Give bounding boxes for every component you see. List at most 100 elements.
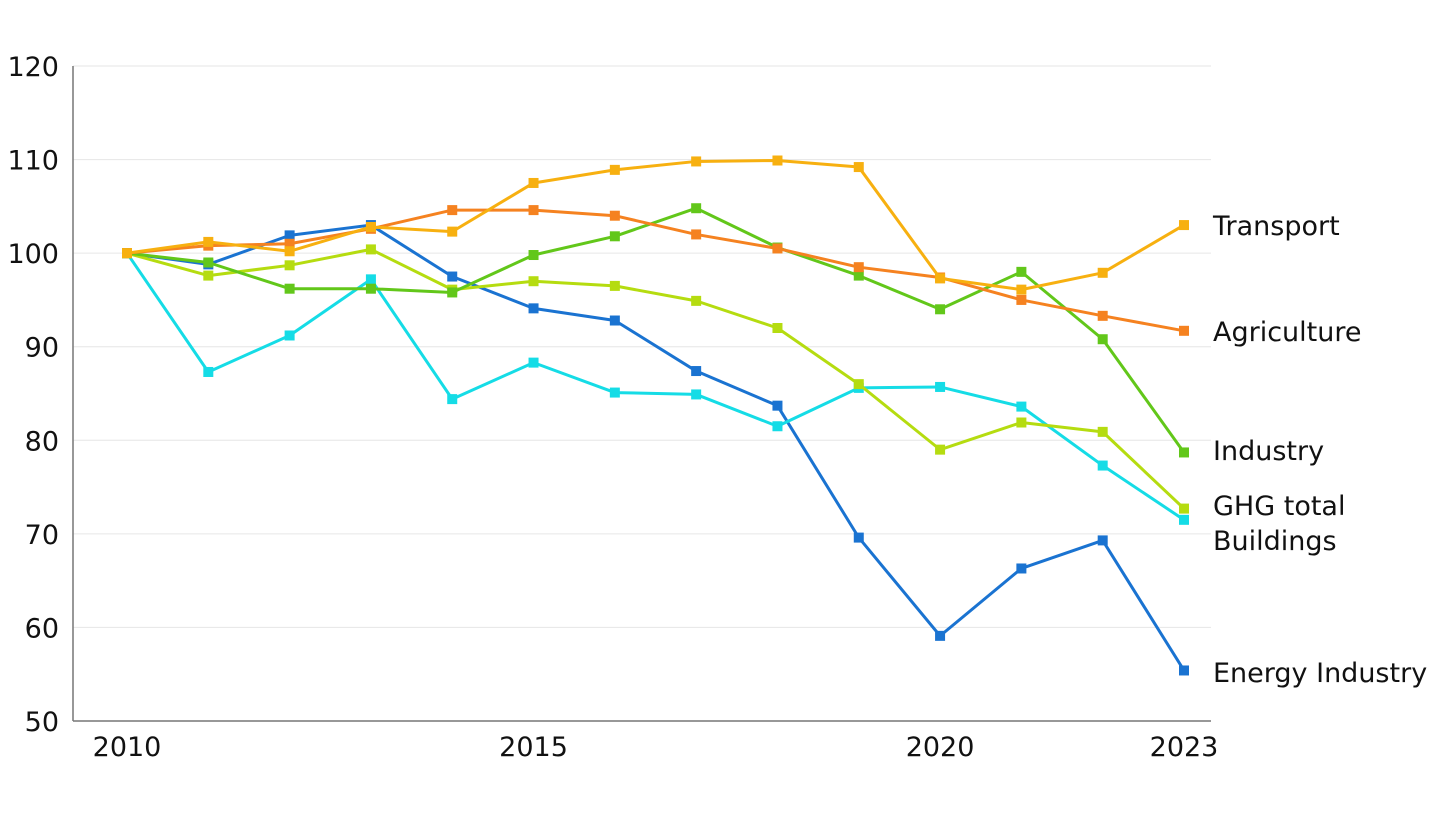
- data-point: [1097, 310, 1108, 321]
- data-point: [528, 250, 539, 261]
- axes: [72, 66, 1211, 722]
- series-agriculture: [122, 205, 1189, 336]
- data-point: [1016, 284, 1027, 295]
- data-point: [935, 273, 946, 284]
- data-point: [691, 389, 702, 400]
- x-tick-labels: 2010 2015 2020 2023: [93, 732, 1219, 763]
- data-point: [284, 238, 295, 249]
- x-tick-label: 2010: [93, 732, 162, 763]
- data-point: [609, 315, 620, 326]
- y-tick-label: 120: [7, 52, 59, 83]
- data-point: [772, 400, 783, 411]
- data-point: [528, 276, 539, 287]
- data-point: [1097, 426, 1108, 437]
- data-point: [1097, 267, 1108, 278]
- data-point: [691, 366, 702, 377]
- y-tick-labels: 50 60 70 80 90 100 110 120: [7, 52, 59, 738]
- data-point: [365, 274, 376, 285]
- series-label: Energy Industry: [1213, 658, 1427, 689]
- series-labels: Transport Agriculture Industry GHG total Bui…: [1212, 211, 1427, 689]
- data-point: [203, 236, 214, 247]
- y-tick-label: 100: [7, 239, 59, 270]
- data-point: [609, 231, 620, 242]
- series-label: Transport: [1212, 211, 1340, 242]
- x-tick-label: 2023: [1150, 732, 1219, 763]
- data-point: [772, 323, 783, 333]
- data-point: [284, 246, 295, 257]
- data-point: [853, 162, 864, 173]
- data-point: [772, 155, 783, 166]
- series-line: [125, 252, 1185, 522]
- series-line: [126, 223, 1186, 672]
- data-point: [609, 387, 620, 398]
- series-lines: [122, 155, 1189, 676]
- data-point: [284, 283, 295, 294]
- data-point: [691, 229, 702, 240]
- y-tick-label: 50: [25, 707, 59, 738]
- data-point: [528, 303, 539, 314]
- series-label: GHG total: [1213, 491, 1345, 522]
- data-point: [284, 230, 295, 241]
- data-point: [447, 226, 458, 237]
- data-point: [122, 248, 132, 259]
- data-point: [365, 283, 376, 294]
- data-point: [853, 532, 864, 543]
- series-label: Industry: [1213, 436, 1324, 467]
- data-point: [1179, 503, 1189, 514]
- data-point: [853, 379, 864, 390]
- y-tick-label: 60: [25, 613, 59, 644]
- data-point: [203, 366, 214, 377]
- data-point: [1097, 334, 1108, 345]
- data-point: [609, 280, 620, 291]
- series-line: [126, 247, 1186, 510]
- y-tick-label: 80: [25, 426, 59, 457]
- series-line: [126, 159, 1185, 292]
- data-point: [528, 177, 539, 188]
- series-industry: [122, 203, 1189, 458]
- series-label: Buildings: [1213, 526, 1337, 557]
- data-point: [935, 381, 946, 392]
- data-point: [1179, 325, 1189, 336]
- data-point: [365, 221, 376, 232]
- x-tick-label: 2015: [499, 732, 568, 763]
- data-point: [1179, 514, 1189, 525]
- data-point: [1016, 266, 1027, 277]
- data-point: [1016, 401, 1027, 412]
- x-tick-label: 2020: [906, 732, 975, 763]
- data-point: [447, 205, 458, 216]
- data-point: [447, 287, 458, 298]
- data-point: [1179, 447, 1189, 458]
- data-point: [853, 262, 864, 273]
- data-point: [609, 164, 620, 175]
- data-point: [691, 295, 702, 306]
- series-line: [126, 206, 1186, 454]
- data-point: [284, 330, 295, 341]
- series-buildings: [122, 248, 1189, 525]
- data-point: [1016, 563, 1027, 574]
- data-point: [935, 630, 946, 641]
- data-point: [284, 260, 295, 271]
- data-point: [1179, 665, 1189, 676]
- data-point: [691, 156, 702, 167]
- y-tick-label: 90: [25, 333, 59, 364]
- data-point: [365, 244, 376, 255]
- data-point: [447, 394, 458, 405]
- data-point: [528, 205, 539, 216]
- data-point: [1016, 294, 1027, 305]
- data-point: [772, 243, 783, 254]
- data-point: [1097, 535, 1108, 546]
- series-transport: [122, 155, 1189, 295]
- data-point: [528, 357, 539, 368]
- data-point: [447, 271, 458, 282]
- data-point: [1016, 417, 1027, 428]
- data-point: [1097, 460, 1108, 471]
- data-point: [1179, 220, 1189, 231]
- data-point: [609, 210, 620, 221]
- series-label: Agriculture: [1213, 317, 1362, 348]
- gridlines: [73, 65, 1211, 628]
- data-point: [203, 257, 214, 268]
- data-point: [772, 421, 783, 432]
- data-point: [853, 270, 864, 281]
- data-point: [935, 444, 946, 455]
